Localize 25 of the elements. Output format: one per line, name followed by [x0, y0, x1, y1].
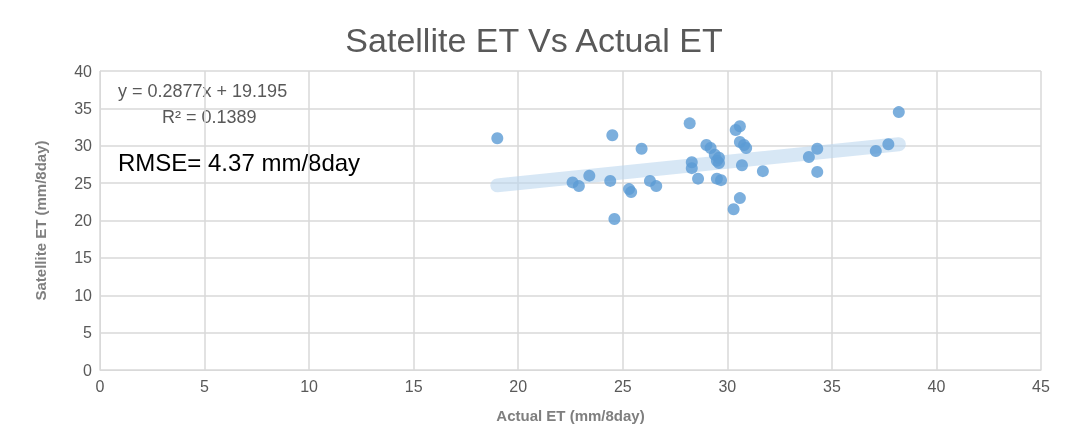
x-tick-label: 5: [200, 377, 210, 395]
x-tick-label: 25: [613, 377, 632, 395]
y-tick-label: 40: [74, 62, 93, 80]
x-tick-label: 10: [300, 377, 319, 395]
x-axis-title: Actual ET (mm/8day): [496, 407, 645, 424]
x-tick-label: 40: [927, 377, 946, 395]
y-tick-label: 0: [83, 361, 93, 379]
x-tick-label: 45: [1032, 377, 1050, 395]
y-tick-label: 30: [74, 137, 93, 155]
annotation: RMSE= 4.37 mm/8day: [118, 148, 361, 176]
chart-title: Satellite ET Vs Actual ET: [345, 21, 723, 59]
y-tick-label: 20: [74, 212, 93, 229]
x-tick-label: 20: [509, 377, 528, 395]
y-tick-label: 25: [74, 174, 93, 192]
y-tick-label: 35: [74, 99, 93, 117]
x-tick-label: 0: [95, 377, 105, 395]
x-tick-label: 15: [404, 377, 423, 395]
x-tick-label: 35: [822, 377, 841, 395]
y-axis-title: Satellite ET (mm/8day): [32, 140, 49, 301]
y-tick-label: 15: [74, 249, 93, 267]
annotation: y = 0.2877x + 19.195: [118, 81, 288, 101]
y-tick-label: 10: [74, 286, 93, 304]
y-tick-label: 5: [83, 324, 93, 342]
annotation: R² = 0.1389: [162, 107, 257, 127]
x-tick-label: 30: [718, 377, 737, 395]
